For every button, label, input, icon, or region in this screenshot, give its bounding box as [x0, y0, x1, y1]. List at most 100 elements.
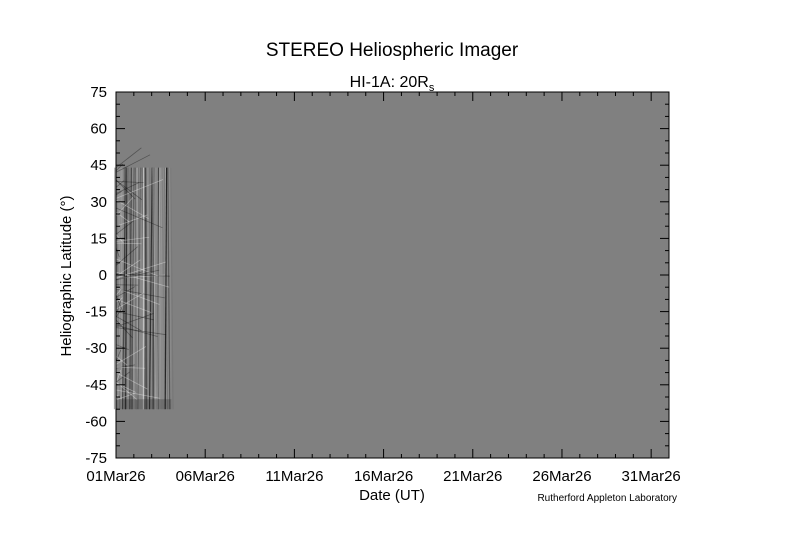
coverage-streak — [115, 179, 136, 200]
coverage-streak — [115, 196, 134, 217]
coverage-streak — [115, 319, 133, 339]
coverage-streak — [115, 247, 120, 258]
y-tick-label: -60 — [85, 413, 107, 430]
chart-title: STEREO Heliospheric Imager — [266, 40, 519, 61]
coverage-streak — [117, 167, 122, 410]
x-tick-label: 16Mar26 — [354, 468, 413, 485]
coverage-streak — [115, 271, 143, 280]
x-axis-tick-labels: 01Mar26 06Mar26 11Mar26 16Mar26 21Mar26 26Mar… — [86, 468, 680, 485]
y-axis-tick-labels: 75 60 45 30 15 0 -15 -30 -45 -60 -75 — [85, 84, 107, 467]
coverage-streak — [115, 324, 158, 337]
chart-subtitle: HI-1A: 20Rs — [350, 74, 435, 94]
y-tick-label: 60 — [90, 121, 107, 138]
y-axis-label: Heliographic Latitude (°) — [58, 195, 75, 356]
coverage-streak — [115, 236, 150, 242]
coverage-streak — [144, 167, 147, 410]
coverage-streak — [115, 313, 154, 328]
axis-ticks — [115, 91, 670, 459]
coverage-streak — [115, 269, 160, 281]
y-tick-label: 75 — [90, 84, 107, 101]
data-coverage — [113, 147, 174, 410]
x-axis-label: Date (UT) — [359, 487, 425, 504]
coverage-streak — [115, 315, 142, 332]
coverage-streak — [115, 286, 136, 298]
y-tick-label: -45 — [85, 377, 107, 394]
y-tick-label: -15 — [85, 304, 107, 321]
coverage-streak — [115, 298, 152, 313]
coverage-streak — [151, 167, 155, 410]
x-tick-label: 01Mar26 — [86, 468, 145, 485]
coverage-streak — [115, 147, 142, 168]
x-tick-label: 06Mar26 — [176, 468, 235, 485]
coverage-streak — [115, 300, 122, 316]
coverage-streak — [145, 167, 148, 410]
coverage-streak — [121, 167, 127, 410]
coverage-streak — [115, 182, 140, 194]
y-tick-label: 30 — [90, 194, 107, 211]
plot-frame — [115, 91, 670, 459]
coverage-streak — [115, 288, 165, 299]
coverage-streak — [164, 167, 168, 410]
x-tick-label: 11Mar26 — [265, 468, 323, 485]
coverage-streak — [115, 180, 125, 188]
coverage-streak — [124, 167, 128, 410]
coverage-streak — [148, 167, 153, 410]
coverage-streak — [115, 346, 147, 365]
coverage-streak — [115, 366, 146, 369]
coverage-streak — [115, 242, 142, 245]
coverage-streak — [115, 220, 134, 235]
coverage-streak — [129, 167, 132, 410]
coverage-streak — [153, 167, 159, 410]
x-tick-label: 31Mar26 — [622, 468, 681, 485]
coverage-streak — [115, 274, 166, 279]
plot-area — [116, 92, 669, 458]
coverage-streak — [170, 167, 174, 410]
x-tick-label: 26Mar26 — [532, 468, 591, 485]
x-tick-label: 21Mar26 — [443, 468, 502, 485]
coverage-streak — [115, 287, 160, 305]
coverage-streak — [167, 167, 171, 410]
coverage-streak — [115, 259, 141, 277]
coverage-streak — [136, 167, 142, 410]
coverage-streak — [115, 355, 128, 366]
coverage-streak — [115, 389, 160, 399]
y-tick-label: -75 — [85, 450, 107, 467]
coverage-streak — [115, 167, 121, 410]
coverage-streak — [115, 207, 163, 229]
y-tick-label: -30 — [85, 340, 107, 357]
coverage-streak — [115, 311, 154, 321]
y-tick-label: 15 — [90, 230, 107, 247]
coverage-streak — [115, 258, 158, 277]
coverage-streak — [115, 199, 149, 219]
coverage-streak — [115, 344, 129, 351]
coverage-streak — [115, 371, 130, 383]
coverage-streak — [131, 167, 135, 410]
coverage-streak — [115, 180, 144, 184]
subtitle-subscript: s — [429, 82, 435, 94]
coverage-edge — [116, 399, 172, 410]
y-tick-label: 45 — [90, 157, 107, 174]
coverage-streak — [118, 167, 121, 410]
coverage-streak — [115, 179, 164, 199]
coverage-streak — [159, 167, 163, 410]
coverage-streak — [115, 349, 122, 362]
y-tick-label: 0 — [99, 267, 107, 284]
coverage-streak — [115, 372, 148, 390]
coverage-streak — [115, 289, 122, 296]
coverage-streak — [115, 191, 122, 196]
coverage-streak — [115, 154, 151, 173]
coverage-streak — [161, 167, 166, 410]
coverage-streak — [115, 309, 122, 318]
coverage-streak — [115, 364, 136, 369]
coverage-streak — [115, 273, 170, 277]
coverage-streak — [157, 167, 161, 410]
credit-label: Rutherford Appleton Laboratory — [537, 493, 677, 504]
coverage-streak — [123, 167, 127, 410]
coverage-streak — [115, 295, 124, 312]
coverage-streak — [115, 392, 135, 401]
coverage-streak — [115, 214, 148, 227]
coverage-streak — [115, 327, 167, 336]
coverage-streak — [115, 292, 144, 310]
coverage-streak — [115, 179, 143, 201]
